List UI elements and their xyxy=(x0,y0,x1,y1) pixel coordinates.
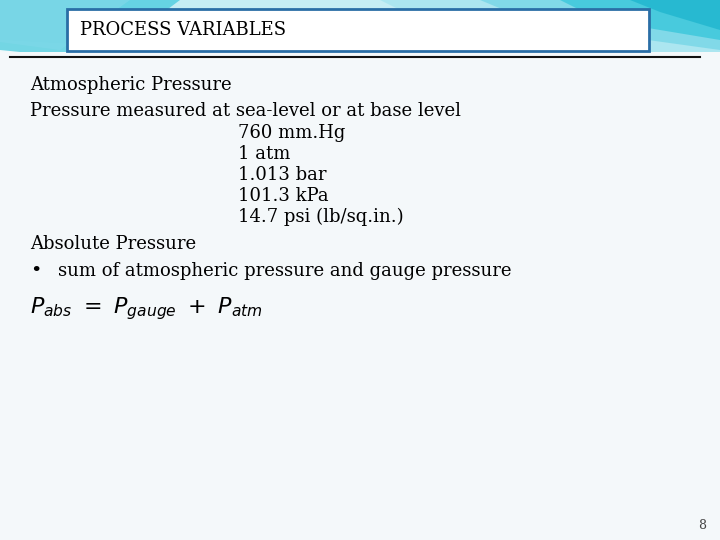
Text: •: • xyxy=(30,262,41,280)
Text: 1 atm: 1 atm xyxy=(238,145,290,163)
Polygon shape xyxy=(0,0,130,50)
Text: 14.7 psi (lb/sq.in.): 14.7 psi (lb/sq.in.) xyxy=(238,208,404,226)
Text: 760 mm.Hg: 760 mm.Hg xyxy=(238,124,346,142)
Text: 101.3 kPa: 101.3 kPa xyxy=(238,187,328,205)
Polygon shape xyxy=(380,0,720,60)
Text: Absolute Pressure: Absolute Pressure xyxy=(30,235,196,253)
Polygon shape xyxy=(560,0,720,40)
Text: $\mathit{P}_{abs}\ =\ \mathit{P}_{gauge}\ +\ \mathit{P}_{atm}$: $\mathit{P}_{abs}\ =\ \mathit{P}_{gauge}… xyxy=(30,295,263,322)
FancyBboxPatch shape xyxy=(0,52,720,540)
Text: 1.013 bar: 1.013 bar xyxy=(238,166,326,184)
Polygon shape xyxy=(480,0,720,50)
Text: Pressure measured at sea-level or at base level: Pressure measured at sea-level or at bas… xyxy=(30,102,461,120)
Polygon shape xyxy=(0,0,720,80)
Polygon shape xyxy=(630,0,720,30)
Text: sum of atmospheric pressure and gauge pressure: sum of atmospheric pressure and gauge pr… xyxy=(58,262,511,280)
Text: 8: 8 xyxy=(698,519,706,532)
FancyBboxPatch shape xyxy=(67,9,649,51)
Text: Atmospheric Pressure: Atmospheric Pressure xyxy=(30,76,232,94)
Polygon shape xyxy=(0,0,180,60)
Text: PROCESS VARIABLES: PROCESS VARIABLES xyxy=(80,21,286,39)
